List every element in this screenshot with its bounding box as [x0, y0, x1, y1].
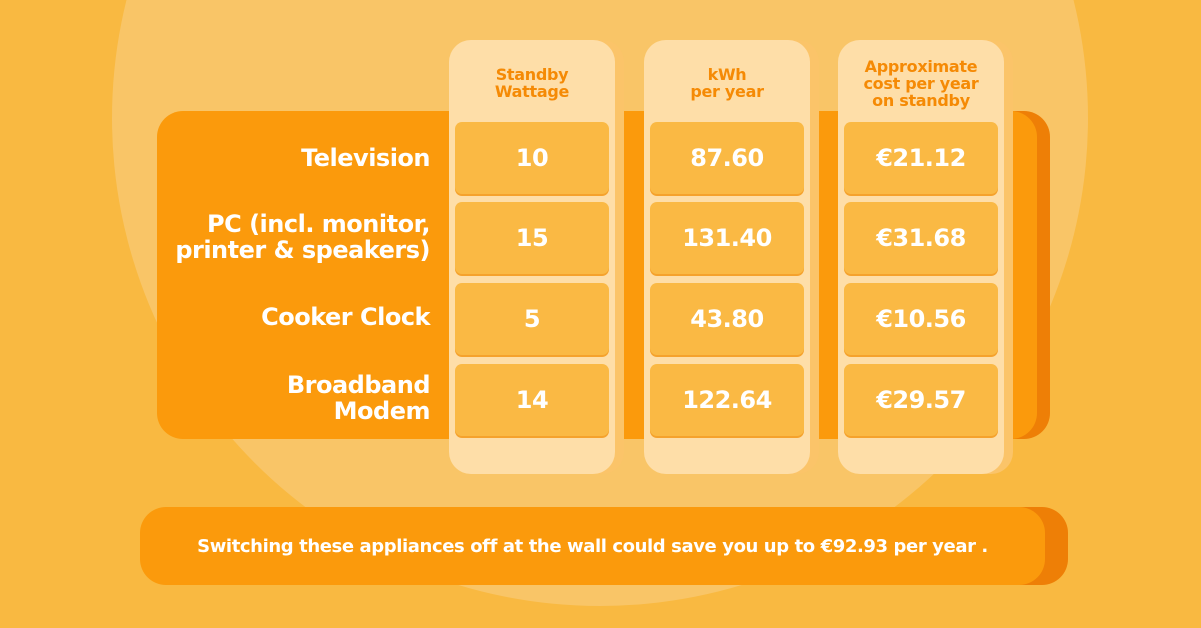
- row-label-pc: PC (incl. monitor, printer & speakers): [150, 201, 430, 273]
- header-line: Standby: [495, 65, 569, 84]
- header-line: per year: [690, 82, 764, 101]
- row-label-line: Cooker Clock: [261, 303, 430, 331]
- footer-banner: Switching these appliances off at the wa…: [140, 507, 1045, 585]
- header-line: on standby: [872, 90, 970, 110]
- row-label-line: Modem: [333, 397, 431, 425]
- header-kwh-per-year: kWh per year: [644, 55, 810, 111]
- header-standby-wattage: Standby Wattage: [449, 55, 615, 111]
- header-cost-per-year: Approximate cost per year on standby: [838, 55, 1004, 111]
- row-label-line: Broadband: [286, 371, 431, 399]
- row-label-line: Television: [301, 144, 430, 172]
- cell-modem-kwh: 122.64: [650, 364, 804, 436]
- cell-modem-cost: €29.57: [844, 364, 998, 436]
- cell-pc-cost: €31.68: [844, 202, 998, 274]
- cell-television-cost: €21.12: [844, 122, 998, 194]
- row-label-line: printer & speakers): [175, 236, 430, 264]
- row-label-broadband-modem: Broadband Modem: [150, 362, 431, 434]
- cell-modem-wattage: 14: [455, 364, 609, 436]
- cell-cooker-kwh: 43.80: [650, 283, 804, 355]
- row-label-cooker-clock: Cooker Clock: [150, 281, 430, 353]
- header-line: Approximate: [864, 56, 978, 76]
- footer-text: Switching these appliances off at the wa…: [197, 535, 988, 557]
- header-line: kWh: [707, 65, 747, 84]
- cell-pc-wattage: 15: [455, 202, 609, 274]
- header-line: cost per year: [863, 73, 979, 93]
- cell-television-wattage: 10: [455, 122, 609, 194]
- row-label-television: Television: [150, 122, 430, 194]
- cell-cooker-wattage: 5: [455, 283, 609, 355]
- cell-television-kwh: 87.60: [650, 122, 804, 194]
- cell-pc-kwh: 131.40: [650, 202, 804, 274]
- header-line: Wattage: [494, 82, 570, 101]
- cell-cooker-cost: €10.56: [844, 283, 998, 355]
- row-label-line: PC (incl. monitor,: [207, 210, 430, 238]
